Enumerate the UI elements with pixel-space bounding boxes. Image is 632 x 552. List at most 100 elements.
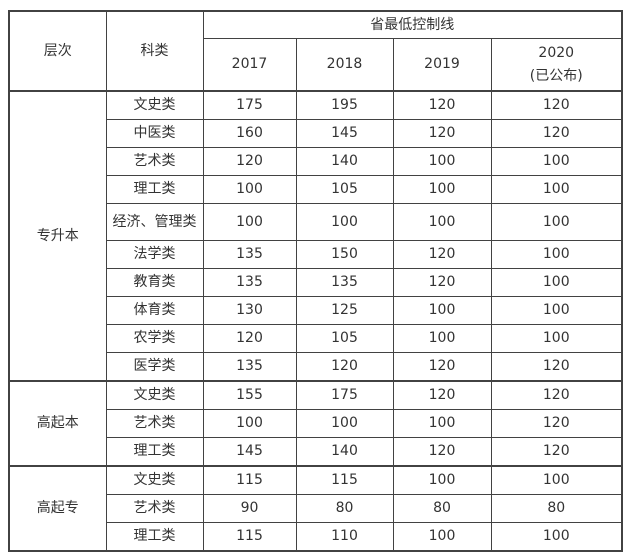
table-row: 专升本 文史类 175 195 120 120 xyxy=(8,90,623,382)
table-row: 理工类 100 105 100 100 xyxy=(9,175,623,204)
value-cell: 160 xyxy=(202,119,297,148)
value-cell: 100 xyxy=(392,147,492,176)
min-control-line-table: 层次 科类 省最低控制线 2017 2018 2019 2020 (已公布) 专… xyxy=(8,10,623,552)
value-cell: 100 xyxy=(392,465,492,495)
category-cell: 艺术类 xyxy=(105,409,204,438)
category-cell: 理工类 xyxy=(105,175,204,204)
value-cell: 135 xyxy=(202,240,297,269)
value-cell: 100 xyxy=(490,465,623,495)
value-cell: 80 xyxy=(392,494,492,523)
value-cell: 135 xyxy=(202,352,297,382)
value-cell: 115 xyxy=(295,465,394,495)
value-cell: 120 xyxy=(392,90,492,120)
category-cell: 理工类 xyxy=(105,522,204,552)
table-row: 中医类 160 145 120 120 xyxy=(9,119,623,148)
value-cell: 120 xyxy=(490,380,623,410)
value-cell: 120 xyxy=(295,352,394,382)
table-row: 农学类 120 105 100 100 xyxy=(9,324,623,353)
value-cell: 145 xyxy=(202,437,297,467)
table-row: 法学类 135 150 120 100 xyxy=(9,240,623,269)
value-cell: 90 xyxy=(202,494,297,523)
value-cell: 140 xyxy=(295,147,394,176)
table-header: 层次 科类 省最低控制线 2017 2018 2019 2020 (已公布) xyxy=(8,10,623,92)
header-year-2018: 2018 xyxy=(295,38,394,92)
value-cell: 135 xyxy=(295,268,394,297)
value-cell: 120 xyxy=(490,352,623,382)
table-row: 理工类 145 140 120 120 xyxy=(9,437,623,467)
category-cell: 艺术类 xyxy=(105,147,204,176)
value-cell: 140 xyxy=(295,437,394,467)
value-cell: 100 xyxy=(392,203,492,241)
value-cell: 100 xyxy=(490,203,623,241)
category-cell: 文史类 xyxy=(105,465,204,495)
value-cell: 100 xyxy=(202,203,297,241)
value-cell: 100 xyxy=(202,409,297,438)
value-cell: 100 xyxy=(490,240,623,269)
value-cell: 100 xyxy=(202,175,297,204)
value-cell: 120 xyxy=(392,119,492,148)
value-cell: 100 xyxy=(392,324,492,353)
value-cell: 120 xyxy=(490,90,623,120)
category-cell: 经济、管理类 xyxy=(105,203,204,241)
category-cell: 法学类 xyxy=(105,240,204,269)
value-cell: 100 xyxy=(295,203,394,241)
value-cell: 120 xyxy=(392,268,492,297)
value-cell: 120 xyxy=(392,352,492,382)
value-cell: 125 xyxy=(295,296,394,325)
value-cell: 100 xyxy=(490,147,623,176)
value-cell: 130 xyxy=(202,296,297,325)
level-cell: 高起专 xyxy=(8,465,107,552)
value-cell: 100 xyxy=(490,324,623,353)
value-cell: 145 xyxy=(295,119,394,148)
value-cell: 100 xyxy=(392,296,492,325)
value-cell: 120 xyxy=(392,437,492,467)
score-table-container: 层次 科类 省最低控制线 2017 2018 2019 2020 (已公布) 专… xyxy=(8,10,623,552)
value-cell: 120 xyxy=(490,409,623,438)
value-cell: 110 xyxy=(295,522,394,552)
table-row: 高起本 文史类 155 175 120 120 xyxy=(8,380,623,467)
category-cell: 医学类 xyxy=(105,352,204,382)
value-cell: 120 xyxy=(490,119,623,148)
value-cell: 175 xyxy=(202,90,297,120)
header-category: 科类 xyxy=(105,10,204,92)
year-2020-note: (已公布) xyxy=(529,67,583,84)
value-cell: 175 xyxy=(295,380,394,410)
value-cell: 100 xyxy=(490,175,623,204)
header-level: 层次 xyxy=(8,10,107,92)
table-row: 艺术类 100 100 100 120 xyxy=(9,409,623,438)
value-cell: 155 xyxy=(202,380,297,410)
value-cell: 150 xyxy=(295,240,394,269)
value-cell: 195 xyxy=(295,90,394,120)
category-cell: 体育类 xyxy=(105,296,204,325)
category-cell: 中医类 xyxy=(105,119,204,148)
header-year-2019: 2019 xyxy=(392,38,492,92)
value-cell: 120 xyxy=(490,437,623,467)
level-cell: 高起本 xyxy=(8,380,107,467)
table-row: 艺术类 90 80 80 80 xyxy=(9,494,623,523)
table-row: 艺术类 120 140 100 100 xyxy=(9,147,623,176)
value-cell: 100 xyxy=(392,175,492,204)
value-cell: 80 xyxy=(490,494,623,523)
value-cell: 105 xyxy=(295,324,394,353)
value-cell: 115 xyxy=(202,465,297,495)
header-year-2020: 2020 (已公布) xyxy=(490,38,623,92)
value-cell: 120 xyxy=(392,380,492,410)
value-cell: 135 xyxy=(202,268,297,297)
value-cell: 100 xyxy=(392,409,492,438)
header-year-2017: 2017 xyxy=(202,38,297,92)
value-cell: 105 xyxy=(295,175,394,204)
table-row: 教育类 135 135 120 100 xyxy=(9,268,623,297)
header-group-title: 省最低控制线 xyxy=(202,10,623,39)
category-cell: 文史类 xyxy=(105,380,204,410)
value-cell: 100 xyxy=(295,409,394,438)
table-row: 经济、管理类 100 100 100 100 xyxy=(9,203,623,241)
category-cell: 农学类 xyxy=(105,324,204,353)
value-cell: 100 xyxy=(490,522,623,552)
category-cell: 理工类 xyxy=(105,437,204,467)
value-cell: 100 xyxy=(490,268,623,297)
value-cell: 100 xyxy=(392,522,492,552)
table-body: 专升本 文史类 175 195 120 120 中医类 160 145 120 … xyxy=(8,90,623,552)
table-row: 医学类 135 120 120 120 xyxy=(9,352,623,382)
table-row: 高起专 文史类 115 115 100 100 xyxy=(8,465,623,552)
category-cell: 艺术类 xyxy=(105,494,204,523)
